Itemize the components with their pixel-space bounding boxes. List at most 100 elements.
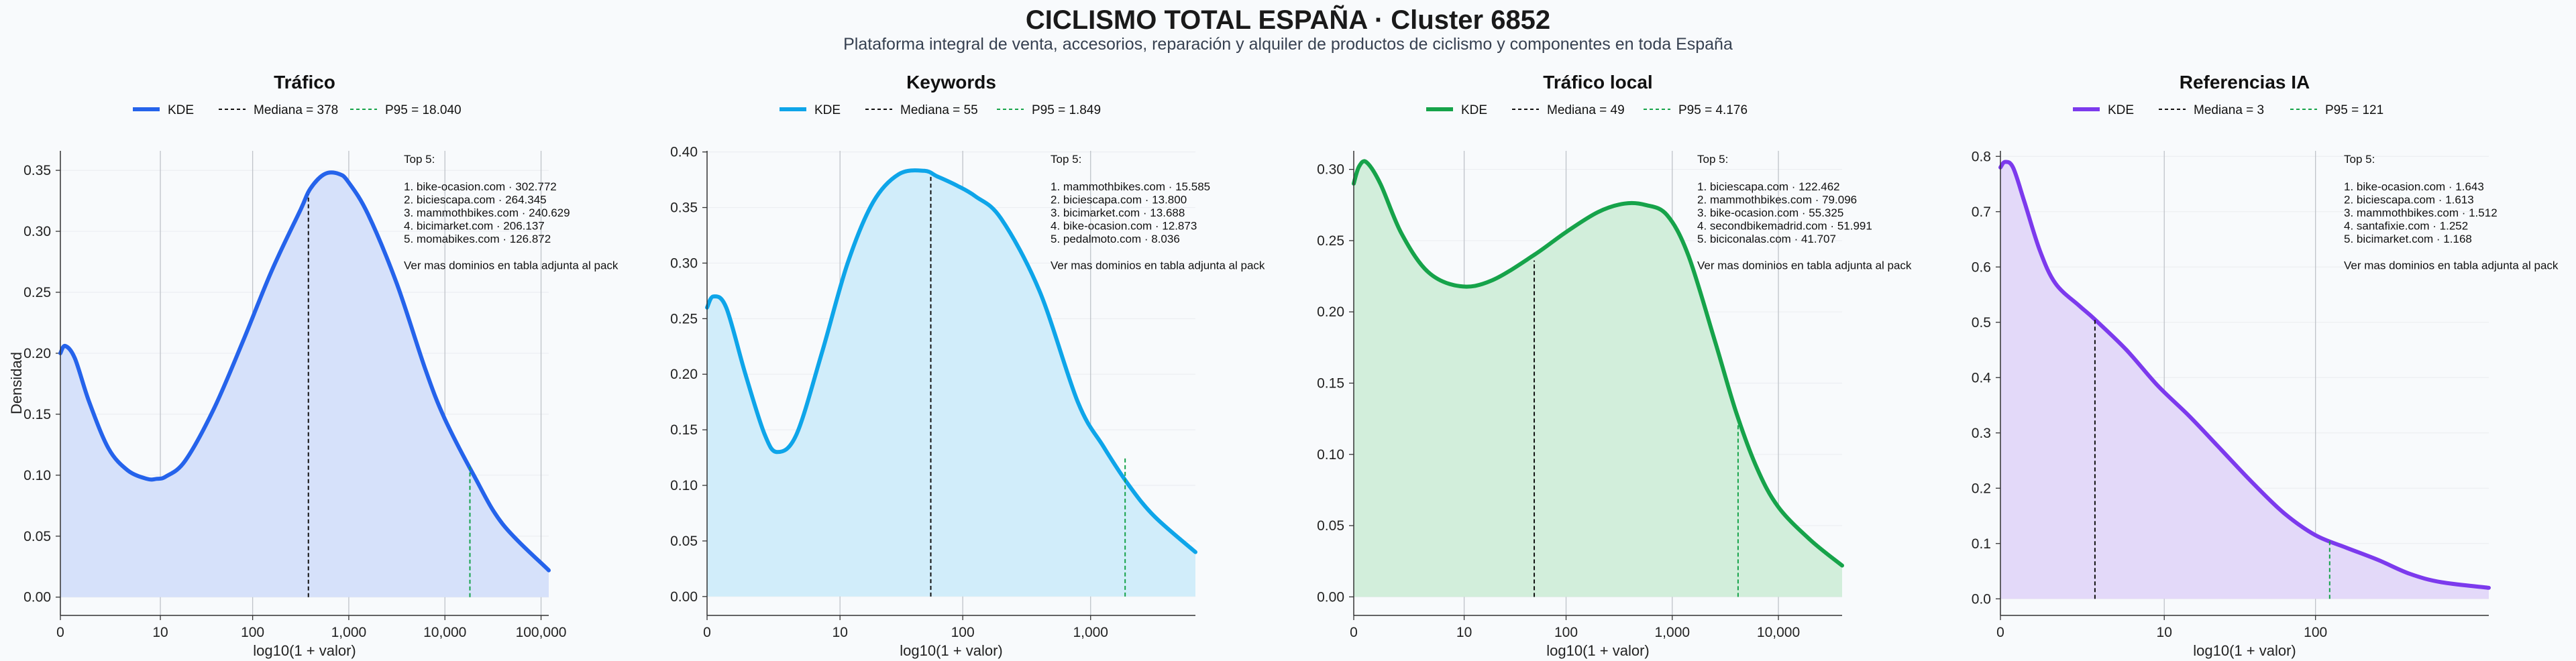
top5-note: Ver mas dominios en tabla adjunta al pac… bbox=[2344, 259, 2559, 272]
x-axis-label: log10(1 + valor) bbox=[900, 642, 1002, 659]
x-tick-label: 1,000 bbox=[1655, 625, 1690, 640]
kde-line bbox=[1998, 160, 2491, 590]
x-tick-label: 100 bbox=[2304, 625, 2327, 640]
y-tick-label: 0.00 bbox=[1317, 589, 1344, 605]
y-tick-label: 0.30 bbox=[1317, 162, 1344, 178]
top5-item: 3. mammothbikes.com · 1.512 bbox=[2344, 206, 2498, 219]
y-tick-label: 0.15 bbox=[1317, 376, 1344, 392]
x-tick-label: 10,000 bbox=[423, 625, 466, 640]
y-tick-label: 0.15 bbox=[670, 422, 698, 438]
y-tick-label: 0.20 bbox=[670, 367, 698, 382]
y-tick-label: 0.3 bbox=[1972, 426, 1991, 441]
y-tick-label: 0.25 bbox=[23, 285, 51, 300]
top5-note: Ver mas dominios en tabla adjunta al pac… bbox=[404, 259, 619, 272]
top5-note: Ver mas dominios en tabla adjunta al pac… bbox=[1051, 259, 1265, 272]
chart-panel-4: Referencias IA KDE Mediana = 3 P95 = 121 0.0… bbox=[1972, 72, 2559, 659]
kde-line bbox=[58, 170, 551, 573]
kde-area bbox=[1354, 161, 1842, 597]
chart-panel-3: Tráfico local KDE Mediana = 49 P95 = 4.176 0… bbox=[1317, 72, 1912, 659]
y-tick-label: 0.0 bbox=[1972, 591, 1991, 607]
top5-item: 1. biciescapa.com · 122.462 bbox=[1697, 180, 1840, 193]
legend-p95-label: P95 = 121 bbox=[2325, 103, 2383, 117]
top5-heading: Top 5: bbox=[404, 153, 435, 166]
chart-title: Tráfico bbox=[274, 72, 335, 93]
y-axis-label: Densidad bbox=[8, 352, 25, 414]
y-tick-label: 0.10 bbox=[670, 478, 698, 493]
top5-item: 2. mammothbikes.com · 79.096 bbox=[1697, 194, 1857, 206]
page-subtitle: Plataforma integral de venta, accesorios… bbox=[843, 35, 1733, 54]
top5-item: 1. bike-ocasion.com · 302.772 bbox=[404, 180, 557, 193]
y-tick-label: 0.40 bbox=[670, 145, 698, 160]
legend-median-label: Mediana = 49 bbox=[1547, 103, 1625, 117]
top5-item: 2. biciescapa.com · 13.800 bbox=[1051, 194, 1187, 206]
y-tick-label: 0.5 bbox=[1972, 315, 1991, 330]
kde-area bbox=[60, 172, 549, 597]
top5-item: 4. secondbikemadrid.com · 51.991 bbox=[1697, 220, 1872, 233]
x-axis-label: log10(1 + valor) bbox=[1546, 642, 1649, 659]
x-tick-label: 0 bbox=[1350, 625, 1358, 640]
x-axis-label: log10(1 + valor) bbox=[253, 642, 356, 659]
top5-item: 3. bike-ocasion.com · 55.325 bbox=[1697, 206, 1843, 219]
kde-area bbox=[2000, 162, 2489, 599]
chart-panel-2: Keywords KDE Mediana = 55 P95 = 1.849 0.00 0.… bbox=[670, 72, 1265, 659]
top5-heading: Top 5: bbox=[1697, 153, 1728, 166]
x-tick-label: 10 bbox=[833, 625, 848, 640]
page-title: CICLISMO TOTAL ESPAÑA · Cluster 6852 bbox=[1025, 5, 1551, 35]
legend-p95-label: P95 = 1.849 bbox=[1032, 103, 1101, 117]
top5-item: 4. bike-ocasion.com · 12.873 bbox=[1051, 220, 1197, 233]
x-tick-label: 10 bbox=[1456, 625, 1472, 640]
y-tick-label: 0.20 bbox=[23, 346, 51, 361]
y-tick-label: 0.7 bbox=[1972, 204, 1991, 220]
chart-title: Tráfico local bbox=[1543, 72, 1652, 93]
legend-p95-label: P95 = 4.176 bbox=[1678, 103, 1748, 117]
top5-item: 2. biciescapa.com · 1.613 bbox=[2344, 194, 2474, 206]
top5-item: 1. bike-ocasion.com · 1.643 bbox=[2344, 180, 2484, 193]
y-tick-label: 0.25 bbox=[670, 311, 698, 326]
x-tick-label: 10,000 bbox=[1757, 625, 1800, 640]
y-tick-label: 0.05 bbox=[670, 534, 698, 549]
y-tick-label: 0.10 bbox=[1317, 447, 1344, 463]
legend-median-label: Mediana = 378 bbox=[254, 103, 338, 117]
y-tick-label: 0.00 bbox=[23, 590, 51, 605]
top5-item: 3. bicimarket.com · 13.688 bbox=[1051, 206, 1185, 219]
y-tick-label: 0.05 bbox=[1317, 518, 1344, 534]
y-tick-label: 0.15 bbox=[23, 407, 51, 422]
x-tick-label: 1,000 bbox=[1073, 625, 1108, 640]
x-tick-label: 10 bbox=[152, 625, 168, 640]
top5-heading: Top 5: bbox=[1051, 153, 1081, 166]
legend-kde-label: KDE bbox=[1461, 103, 1487, 117]
legend-kde-label: KDE bbox=[2108, 103, 2134, 117]
y-tick-label: 0.1 bbox=[1972, 536, 1991, 552]
legend-median-label: Mediana = 55 bbox=[900, 103, 978, 117]
legend-kde-label: KDE bbox=[168, 103, 194, 117]
top5-note: Ver mas dominios en tabla adjunta al pac… bbox=[1697, 259, 1912, 272]
y-tick-label: 0.10 bbox=[23, 468, 51, 483]
x-tick-label: 100 bbox=[1554, 625, 1578, 640]
x-tick-label: 0 bbox=[1996, 625, 2004, 640]
x-tick-label: 100 bbox=[241, 625, 264, 640]
kde-line bbox=[705, 168, 1197, 554]
top5-item: 2. biciescapa.com · 264.345 bbox=[404, 194, 547, 206]
kde-line bbox=[1352, 159, 1844, 568]
legend-kde-label: KDE bbox=[814, 103, 841, 117]
top5-item: 5. biciconalas.com · 41.707 bbox=[1697, 233, 1836, 245]
y-tick-label: 0.30 bbox=[23, 224, 51, 239]
top5-item: 5. bicimarket.com · 1.168 bbox=[2344, 233, 2472, 245]
x-axis-label: log10(1 + valor) bbox=[2193, 642, 2296, 659]
y-tick-label: 0.4 bbox=[1972, 370, 1992, 385]
top5-item: 4. bicimarket.com · 206.137 bbox=[404, 220, 545, 233]
y-tick-label: 0.6 bbox=[1972, 259, 1991, 275]
y-tick-label: 0.20 bbox=[1317, 304, 1344, 320]
y-tick-label: 0.2 bbox=[1972, 481, 1991, 496]
y-tick-label: 0.00 bbox=[670, 589, 698, 605]
y-tick-label: 0.30 bbox=[670, 255, 698, 271]
x-tick-label: 1,000 bbox=[331, 625, 367, 640]
y-tick-label: 0.05 bbox=[23, 529, 51, 544]
legend-median-label: Mediana = 3 bbox=[2194, 103, 2264, 117]
top5-item: 4. santafixie.com · 1.252 bbox=[2344, 220, 2468, 233]
chart-title: Referencias IA bbox=[2180, 72, 2310, 93]
top5-item: 5. momabikes.com · 126.872 bbox=[404, 233, 551, 245]
y-tick-label: 0.35 bbox=[23, 163, 51, 178]
chart-title: Keywords bbox=[906, 72, 996, 93]
